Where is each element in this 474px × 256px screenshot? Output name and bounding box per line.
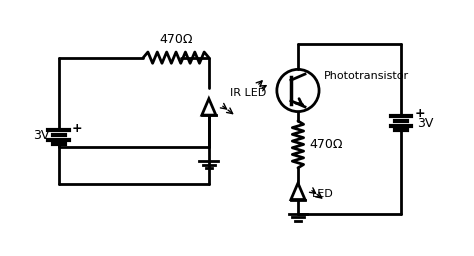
Text: LED: LED: [312, 189, 334, 199]
Text: 3V: 3V: [33, 129, 49, 142]
Text: 470Ω: 470Ω: [310, 138, 343, 151]
Text: 470Ω: 470Ω: [159, 33, 193, 46]
Text: +: +: [72, 122, 82, 134]
Text: IR LED: IR LED: [230, 88, 266, 98]
Text: 3V: 3V: [418, 117, 434, 130]
Text: +: +: [414, 108, 425, 120]
Text: Phototransistor: Phototransistor: [324, 71, 409, 81]
